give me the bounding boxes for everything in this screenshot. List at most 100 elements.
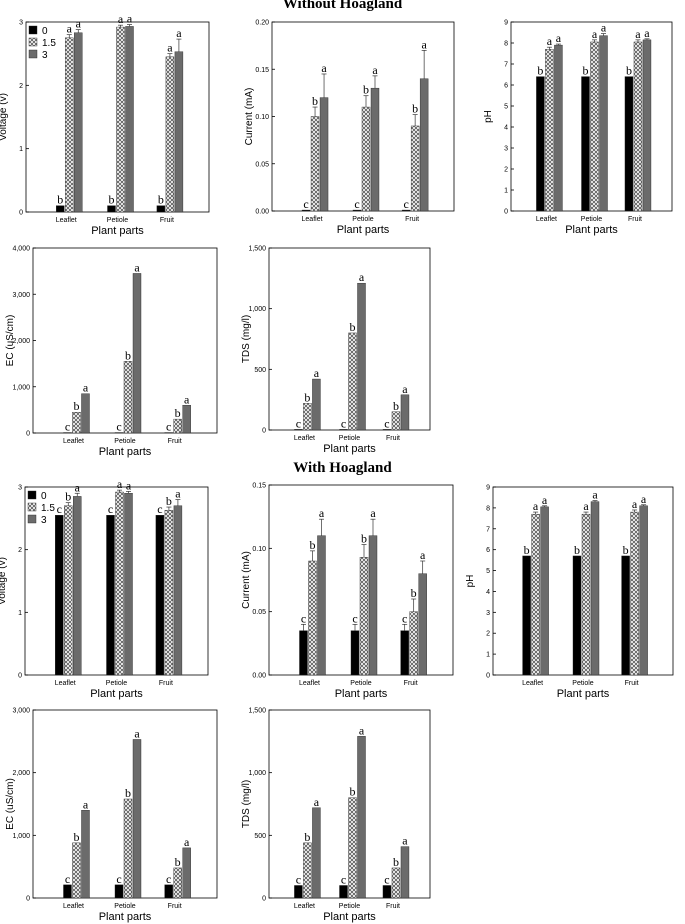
bar xyxy=(368,535,378,676)
bar xyxy=(115,491,124,676)
bar xyxy=(65,37,74,213)
y-tick-label: 0.05 xyxy=(255,161,269,168)
bar xyxy=(124,493,133,676)
bar xyxy=(357,736,366,899)
legend-swatch xyxy=(27,490,37,500)
significance-letter: a xyxy=(632,497,638,511)
legend-swatch xyxy=(28,49,38,59)
bar xyxy=(319,97,329,212)
bar xyxy=(73,496,82,676)
significance-letter: a xyxy=(402,382,408,396)
bar xyxy=(308,560,317,676)
x-tick-label: Leaflet xyxy=(63,903,84,910)
significance-letter: b xyxy=(73,399,79,413)
x-tick-label: Fruit xyxy=(628,216,642,223)
significance-letter: a xyxy=(184,392,190,406)
bar xyxy=(531,513,540,676)
bar xyxy=(56,205,65,213)
bar xyxy=(55,515,64,676)
bar xyxy=(599,35,608,212)
legend-swatch xyxy=(28,37,38,47)
x-tick-label: Fruit xyxy=(168,438,182,445)
significance-letter: c xyxy=(65,420,70,434)
significance-letter: c xyxy=(384,872,389,886)
bar xyxy=(370,87,380,212)
significance-letter: b xyxy=(175,406,181,420)
y-tick-label: 0.00 xyxy=(252,673,266,680)
y-tick-label: 0 xyxy=(19,210,23,217)
significance-letter: b xyxy=(524,543,530,557)
x-tick-label: Leaflet xyxy=(294,903,315,910)
legend-label: 3 xyxy=(42,50,48,61)
significance-letter: b xyxy=(109,193,115,207)
x-axis-label: Plant parts xyxy=(323,911,376,923)
y-tick-label: 4 xyxy=(486,589,490,596)
bar xyxy=(581,76,590,212)
bar xyxy=(391,867,401,899)
y-tick-label: 7 xyxy=(504,62,508,69)
y-tick-label: 0 xyxy=(262,428,266,435)
significance-letter: b xyxy=(411,586,417,600)
significance-letter: a xyxy=(117,477,123,491)
significance-letter: c xyxy=(166,420,171,434)
y-tick-label: 1 xyxy=(18,610,22,617)
y-tick-label: 1 xyxy=(486,652,490,659)
y-tick-label: 0.10 xyxy=(255,114,269,121)
y-tick-label: 0.05 xyxy=(252,609,266,616)
significance-letter: a xyxy=(402,834,408,848)
significance-letter: a xyxy=(583,499,589,513)
x-tick-label: Petiole xyxy=(572,680,594,687)
bar xyxy=(182,405,191,434)
bar xyxy=(409,611,418,676)
y-tick-label: 4 xyxy=(504,125,508,132)
x-tick-label: Petiole xyxy=(114,903,136,910)
y-tick-label: 3 xyxy=(486,610,490,617)
bar xyxy=(361,106,371,212)
significance-letter: c xyxy=(403,197,408,211)
y-tick-label: 0 xyxy=(486,673,490,680)
legend-swatch xyxy=(27,502,37,512)
significance-letter: a xyxy=(314,366,320,380)
significance-letter: c xyxy=(301,611,306,625)
y-tick-label: 0.20 xyxy=(255,20,269,27)
bar xyxy=(572,555,582,676)
legend-label: 3 xyxy=(41,515,47,526)
significance-letter: c xyxy=(296,416,301,430)
significance-letter: a xyxy=(167,41,173,55)
x-axis-label: Plant parts xyxy=(90,688,143,700)
bar xyxy=(400,846,410,899)
y-tick-label: 1 xyxy=(19,146,23,153)
x-axis-label: Plant parts xyxy=(91,225,144,237)
x-tick-label: Fruit xyxy=(168,903,182,910)
bar xyxy=(382,885,392,899)
significance-letter: b xyxy=(125,348,131,362)
significance-letter: c xyxy=(116,872,121,886)
significance-letter: a xyxy=(127,12,133,26)
bar xyxy=(294,429,303,431)
significance-letter: a xyxy=(83,381,89,395)
significance-letter: a xyxy=(319,506,325,520)
significance-letter: b xyxy=(350,320,356,334)
x-tick-label: Leaflet xyxy=(56,217,77,224)
bar xyxy=(132,739,142,899)
x-tick-label: Petiole xyxy=(339,435,361,442)
y-tick-label: 3 xyxy=(504,146,508,153)
bar xyxy=(107,205,116,213)
significance-letter: b xyxy=(304,390,310,404)
x-tick-label: Petiole xyxy=(114,438,136,445)
bar xyxy=(182,847,191,899)
y-tick-label: 1,500 xyxy=(248,708,266,715)
bar xyxy=(522,555,531,676)
y-tick-label: 8 xyxy=(486,505,490,512)
significance-letter: b xyxy=(312,94,318,108)
y-tick-label: 0.00 xyxy=(255,209,269,216)
bar xyxy=(312,807,321,899)
bar xyxy=(339,429,348,431)
significance-letter: a xyxy=(314,795,320,809)
x-tick-label: Fruit xyxy=(160,217,174,224)
bar xyxy=(639,505,648,676)
x-tick-label: Petiole xyxy=(339,903,361,910)
significance-letter: a xyxy=(556,31,562,45)
y-tick-label: 1,000 xyxy=(12,384,30,391)
bar xyxy=(164,509,174,676)
